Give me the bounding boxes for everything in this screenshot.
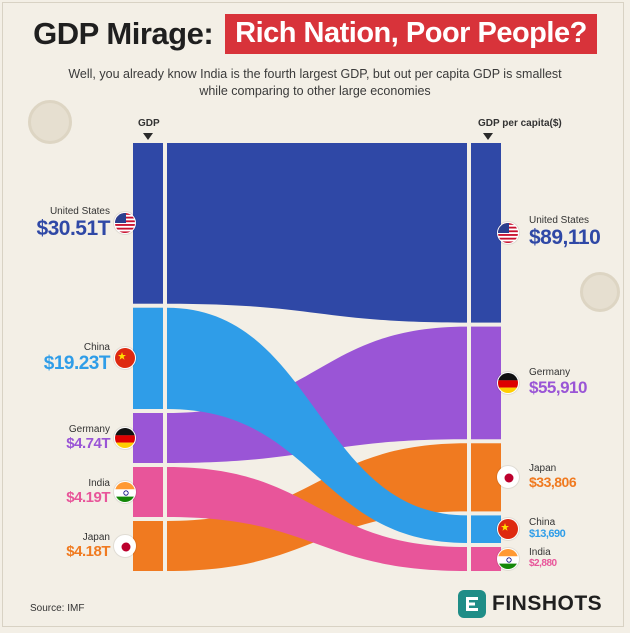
right-column-arrow-icon: [483, 133, 493, 140]
left-label-india: India $4.19T: [66, 478, 110, 506]
left-value: $4.74T: [66, 434, 110, 452]
source-note: Source: IMF: [30, 603, 85, 614]
right-label-germany: Germany $55,910: [529, 367, 587, 398]
right-bar-china: [471, 515, 501, 543]
japan-flag-icon: [497, 466, 519, 489]
decorative-coin: [28, 100, 72, 144]
germany-flag-icon: [114, 427, 136, 449]
subtitle: Well, you already know India is the four…: [68, 67, 562, 98]
left-bar-germany: [133, 413, 163, 463]
left-bar-india: [133, 467, 163, 517]
flow-united-states: [167, 143, 467, 323]
right-value: $2,880: [529, 558, 557, 569]
india-flag-icon: [114, 481, 136, 503]
left-value: $30.51T: [36, 216, 110, 240]
us-flag-icon: [114, 212, 136, 235]
right-column-header: GDP per capita($): [478, 118, 562, 129]
right-label-japan: Japan $33,806: [529, 463, 577, 491]
right-country-name: China: [529, 516, 556, 528]
right-bar-germany: [471, 326, 501, 440]
frame: [2, 2, 624, 627]
title-highlight: Rich Nation, Poor People?: [225, 14, 597, 54]
left-bar-united-states: [133, 143, 163, 304]
right-value: $89,110: [529, 226, 601, 250]
left-label-united-states: United States $30.51T: [36, 206, 110, 241]
left-value: $4.19T: [66, 488, 110, 506]
right-bar-japan: [471, 443, 501, 512]
china-flag-icon: [497, 518, 519, 541]
left-bar-japan: [133, 521, 163, 571]
right-country-name: Germany: [529, 367, 571, 379]
left-value: $4.18T: [66, 542, 110, 560]
left-label-china: China $19.23T: [43, 341, 111, 375]
left-column-arrow-icon: [143, 133, 153, 140]
left-label-germany: Germany $4.74T: [66, 424, 110, 452]
china-flag-icon: [114, 347, 136, 370]
flow-india: [167, 467, 467, 571]
right-bar-united-states: [471, 143, 501, 323]
right-label-china: China $13,690: [529, 516, 566, 540]
title-lead: GDP Mirage:: [33, 16, 214, 51]
left-value: $19.23T: [43, 352, 111, 374]
left-country-name: China: [83, 341, 110, 353]
flow-germany: [167, 326, 467, 463]
us-flag-icon: [497, 221, 519, 244]
left-country-name: United States: [49, 205, 110, 217]
japan-flag-icon: [114, 535, 136, 557]
india-flag-icon: [497, 548, 519, 570]
right-bar-india: [471, 547, 501, 571]
brand: FINSHOTS: [458, 590, 602, 618]
right-value: $55,910: [529, 378, 587, 398]
right-country-name: United States: [529, 215, 590, 227]
finshots-logo-icon: [458, 590, 486, 618]
left-label-japan: Japan $4.18T: [66, 532, 110, 560]
title: GDP Mirage: Rich Nation, Poor People?: [0, 14, 630, 54]
decorative-coin: [580, 272, 620, 312]
left-bar-china: [133, 307, 163, 409]
germany-flag-icon: [497, 371, 519, 394]
left-country-name: India: [88, 477, 110, 489]
left-country-name: Japan: [82, 531, 110, 543]
flow-china: [167, 307, 467, 543]
right-country-name: Japan: [529, 463, 557, 475]
brand-name: FINSHOTS: [492, 592, 603, 615]
right-value: $33,806: [529, 474, 577, 491]
right-country-name: India: [529, 547, 551, 558]
left-column-header: GDP: [138, 118, 160, 129]
right-label-united-states: United States $89,110: [529, 215, 601, 250]
right-value: $13,690: [529, 527, 566, 540]
left-country-name: Germany: [68, 423, 110, 435]
right-label-india: India $2,880: [529, 547, 557, 569]
